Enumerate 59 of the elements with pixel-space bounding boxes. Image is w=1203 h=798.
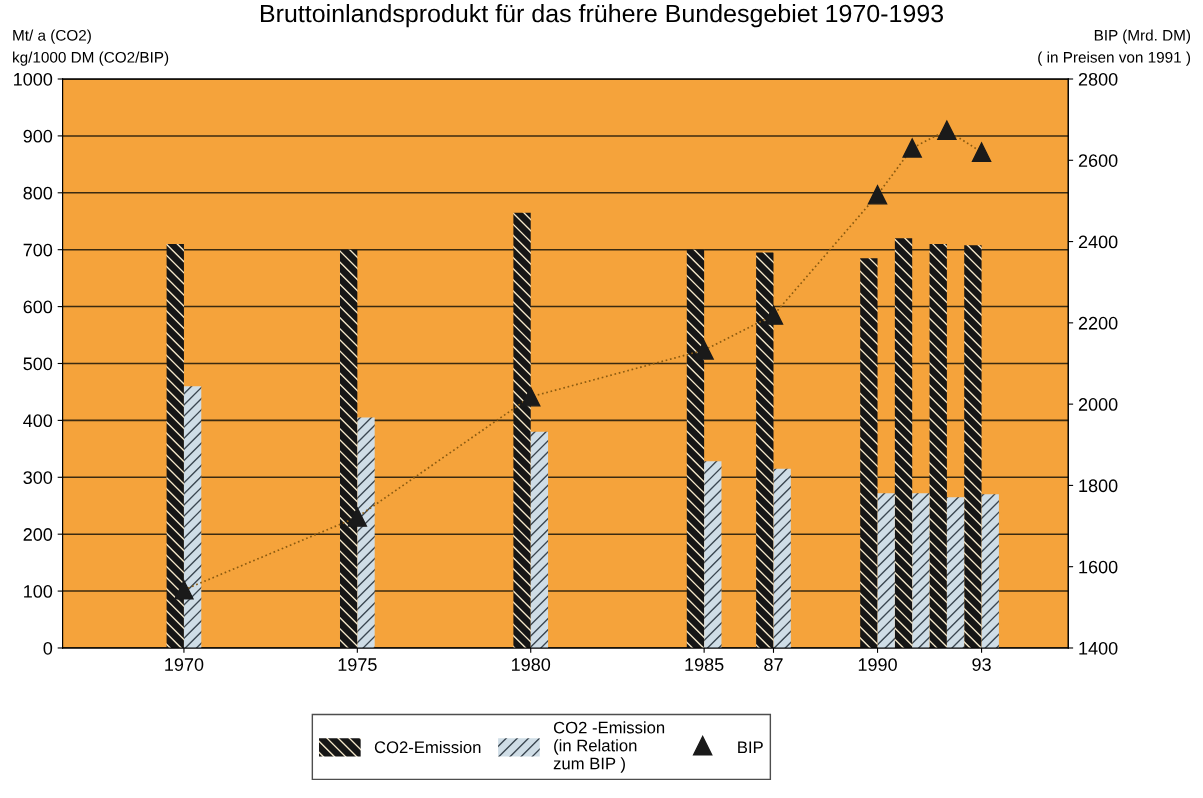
- bar: [339, 249, 358, 648]
- point: [902, 138, 922, 158]
- y2-tick-label: 2800: [1078, 72, 1118, 86]
- bar: [686, 249, 705, 648]
- y2-tick-label: 2200: [1078, 316, 1118, 330]
- bar: [981, 494, 999, 648]
- x-tick-label: 1990: [858, 658, 897, 671]
- bar: [877, 493, 895, 648]
- bar: [912, 493, 930, 648]
- point: [347, 507, 368, 527]
- bar: [946, 497, 965, 648]
- y-tick-label: 300: [23, 471, 53, 484]
- y-tick-label: 0: [43, 641, 53, 655]
- bar: [964, 245, 982, 648]
- y-tick-label: 100: [24, 585, 53, 598]
- point: [867, 185, 888, 205]
- point: [937, 120, 957, 140]
- legend-label: BIP: [738, 741, 763, 753]
- bar: [756, 252, 774, 648]
- point: [971, 142, 992, 162]
- legend-label: CO2-Emission: [374, 740, 481, 754]
- y-tick-label: 1000: [14, 72, 53, 86]
- y2-tick-label: 1400: [1079, 641, 1118, 655]
- y-tick-label: 600: [23, 300, 53, 314]
- y2-axis-title: BIP (Mrd. DM) ( in Preisen von 1991 ): [1038, 29, 1191, 66]
- y-tick-label: 800: [23, 186, 53, 200]
- x-tick-label: 93: [972, 658, 991, 671]
- x-tick-label: 1970: [165, 658, 204, 671]
- point: [694, 340, 714, 360]
- y-axis-title: Mt/ a (CO2) kg/1000 DM (CO2/BIP): [13, 29, 169, 66]
- point: [763, 305, 784, 325]
- y-tick-label: 700: [23, 243, 53, 257]
- bar: [513, 212, 531, 648]
- bar: [860, 258, 878, 648]
- point: [521, 387, 541, 407]
- bar: [357, 417, 375, 648]
- x-tick-label: 1985: [685, 658, 724, 671]
- x-tick-label: 1980: [512, 658, 551, 671]
- bar: [166, 244, 184, 648]
- y-tick-label: 400: [23, 414, 53, 428]
- y2-tick-label: 2000: [1078, 398, 1118, 411]
- bar: [704, 461, 722, 648]
- bar: [894, 238, 913, 648]
- bar: [183, 386, 202, 648]
- y-tick-label: 500: [23, 357, 53, 371]
- point: [174, 580, 194, 600]
- y2-tick-label: 1600: [1079, 560, 1118, 574]
- y-tick-label: 900: [23, 129, 53, 143]
- chart-title: Bruttoinlandsprodukt für das frühere Bundesgebiet 1970-1993: [260, 3, 944, 28]
- y-tick-label: 200: [23, 528, 53, 541]
- y2-tick-label: 1800: [1079, 479, 1118, 493]
- x-tick-label: 1975: [338, 658, 377, 671]
- legend-label: CO2 -Emission (in Relation zum BIP ): [553, 721, 665, 773]
- bar: [773, 468, 791, 648]
- bar: [929, 244, 947, 648]
- y2-tick-label: 2400: [1078, 235, 1118, 249]
- x-tick-label: 87: [764, 658, 783, 671]
- bar: [530, 431, 549, 648]
- y2-tick-label: 2600: [1078, 154, 1118, 167]
